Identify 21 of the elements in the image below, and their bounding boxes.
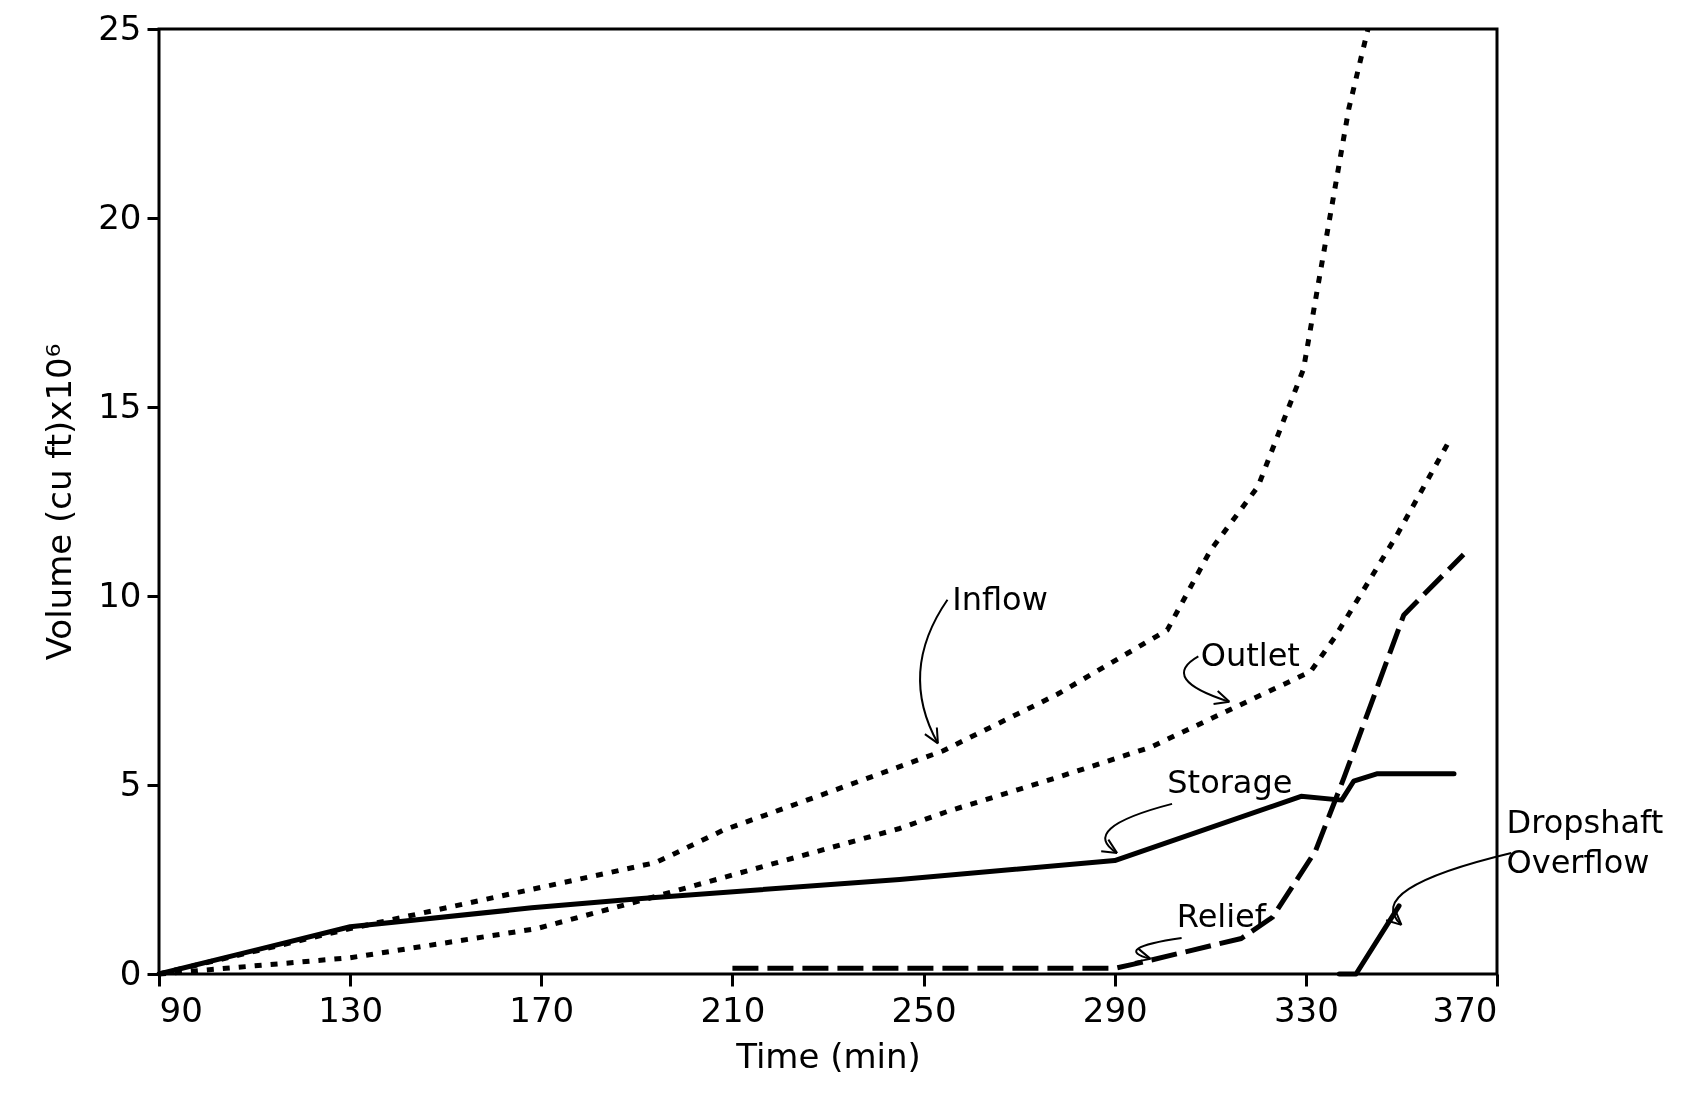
x-tick-label: 90 bbox=[159, 989, 203, 1030]
series-label: Relief bbox=[1176, 897, 1267, 936]
x-tick-label: 170 bbox=[509, 989, 575, 1030]
x-tick-label: 210 bbox=[700, 989, 766, 1030]
x-tick-label: 250 bbox=[891, 989, 957, 1030]
x-tick-label: 290 bbox=[1082, 989, 1148, 1030]
x-tick-label: 130 bbox=[318, 989, 384, 1030]
y-tick-label: 25 bbox=[98, 7, 142, 48]
y-axis-title: Volume (cu ft)x10⁶ bbox=[39, 343, 80, 661]
series-label: Storage bbox=[1167, 763, 1293, 802]
y-tick-label: 0 bbox=[119, 952, 142, 993]
y-tick-label: 15 bbox=[98, 385, 142, 426]
y-tick-label: 5 bbox=[119, 763, 142, 804]
x-tick-label: 370 bbox=[1432, 989, 1498, 1030]
series-label: Outlet bbox=[1200, 636, 1300, 675]
x-tick-label: 330 bbox=[1273, 989, 1339, 1030]
text: Dropshaft Overflow bbox=[1506, 802, 1664, 881]
y-tick-label: 10 bbox=[98, 574, 142, 615]
text: Inflow bbox=[952, 579, 1048, 618]
x-axis-title: Time (min) bbox=[735, 1035, 921, 1076]
y-tick-label: 20 bbox=[98, 196, 142, 237]
